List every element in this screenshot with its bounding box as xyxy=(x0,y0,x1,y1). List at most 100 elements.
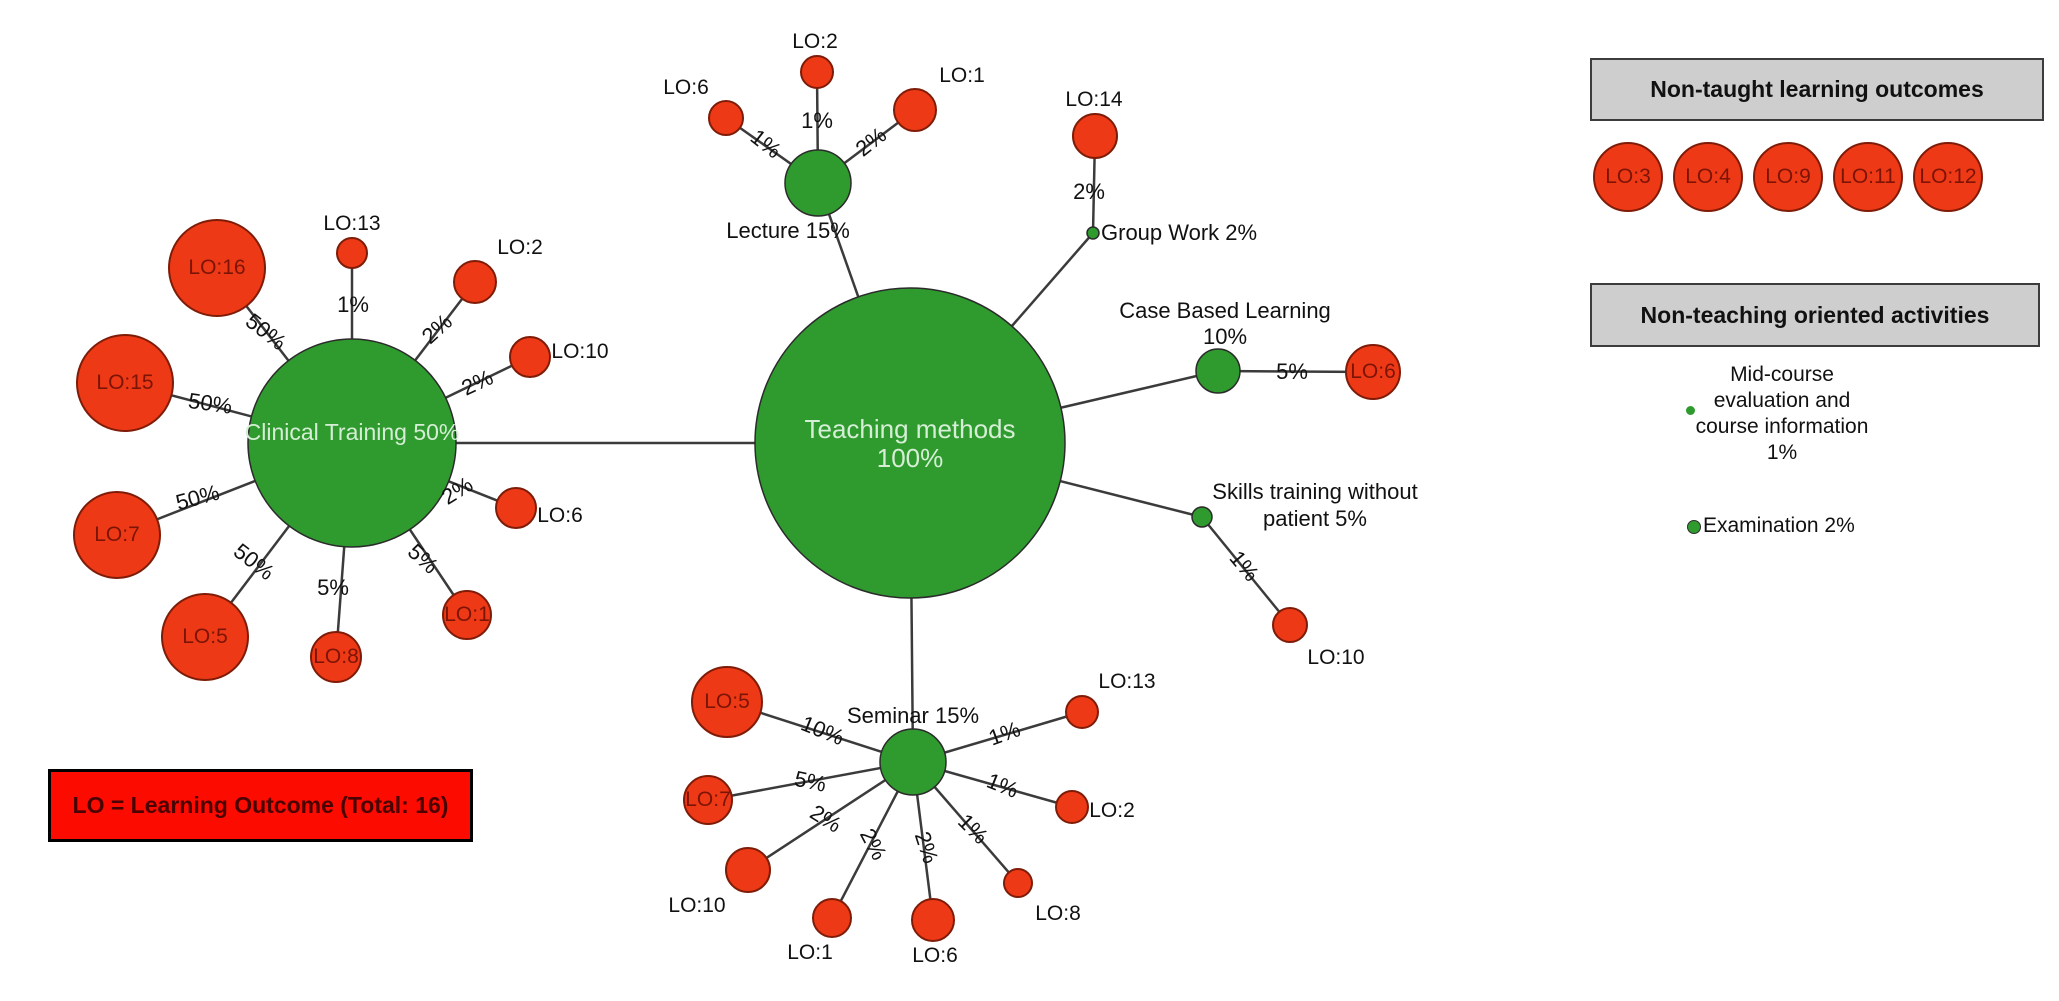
label-skills-training: Skills training without patient 5% xyxy=(1212,479,1417,531)
edge-label-group-work-groupwork-lo14: 2% xyxy=(1073,179,1105,204)
label-skills-lo10: LO:10 xyxy=(1307,646,1364,669)
node-clinical-lo13 xyxy=(336,237,368,269)
legend-lo-circle: LO:11 xyxy=(1833,142,1903,212)
edge-label-clinical-training-clinical-lo16: 50% xyxy=(241,308,291,355)
node-seminar-lo1 xyxy=(812,898,852,938)
edge-label-case-based-learning-cbl-lo6: 5% xyxy=(1276,359,1308,384)
label-clinical-lo13: LO:13 xyxy=(323,212,380,235)
edge-label-seminar-seminar-lo7: 5% xyxy=(792,766,828,797)
midcourse-label-line: evaluation and xyxy=(1713,389,1851,412)
node-lecture xyxy=(784,149,852,217)
edge-label-clinical-training-clinical-lo5: 50% xyxy=(229,538,279,585)
non-teaching-panel: Non-teaching oriented activities xyxy=(1590,283,2040,347)
label-cbl-lo6: LO:6 xyxy=(1350,360,1396,383)
non-taught-lo-list: LO:3 LO:4 LO:9 LO:11 LO:12 xyxy=(1593,142,1983,212)
label-case-based-learning: Case Based Learning 10% xyxy=(1119,298,1331,349)
label-lecture: Lecture 15% xyxy=(726,218,850,243)
label-seminar-lo13: LO:13 xyxy=(1098,670,1155,693)
legend-lo-circle: LO:3 xyxy=(1593,142,1663,212)
node-seminar-lo2 xyxy=(1055,790,1089,824)
node-clinical-lo5 xyxy=(161,593,249,681)
edge-label-seminar-seminar-lo1: 2% xyxy=(855,824,892,864)
label-groupwork-lo14: LO:14 xyxy=(1065,88,1123,111)
edge-label-clinical-training-clinical-lo7: 50% xyxy=(173,480,222,516)
label-teaching-methods: Teaching methods 100% xyxy=(804,414,1015,473)
label-seminar-lo8: LO:8 xyxy=(1035,902,1081,925)
label-clinical-lo1: LO:1 xyxy=(444,603,490,626)
edge-label-seminar-seminar-lo2: 1% xyxy=(983,768,1022,803)
edge-seminar-seminar-lo7 xyxy=(707,760,914,802)
node-seminar-lo5 xyxy=(691,666,763,738)
label-clinical-lo10: LO:10 xyxy=(551,340,608,363)
node-seminar-lo13 xyxy=(1065,695,1099,729)
label-seminar-lo5: LO:5 xyxy=(704,690,750,713)
node-cbl-lo6 xyxy=(1345,344,1401,400)
node-clinical-lo10 xyxy=(509,336,551,378)
node-seminar xyxy=(879,728,947,796)
label-clinical-lo7: LO:7 xyxy=(94,523,140,546)
node-lecture-lo1 xyxy=(893,88,937,132)
node-lecture-lo2 xyxy=(800,55,834,89)
label-seminar-lo10: LO:10 xyxy=(668,894,725,917)
legend-lo-circle: LO:9 xyxy=(1753,142,1823,212)
midcourse-label: Mid-course evaluation and course informati… xyxy=(1662,362,1902,466)
midcourse-dot-icon xyxy=(1686,406,1695,415)
edge-label-clinical-training-clinical-lo13: 1% xyxy=(337,292,369,317)
edge-label-seminar-seminar-lo10: 2% xyxy=(806,800,846,838)
node-clinical-lo7 xyxy=(73,491,161,579)
examination-dot-icon xyxy=(1687,520,1701,534)
label-clinical-lo5: LO:5 xyxy=(182,625,228,648)
node-lecture-lo6 xyxy=(708,100,744,136)
label-clinical-lo8: LO:8 xyxy=(313,645,359,668)
label-lecture-lo1: LO:1 xyxy=(939,64,985,87)
node-seminar-lo8 xyxy=(1003,868,1033,898)
midcourse-label-line: 1% xyxy=(1766,441,1798,464)
edge-label-seminar-seminar-lo5: 10% xyxy=(798,711,848,751)
edge-skills-training-skills-lo10 xyxy=(1201,516,1291,626)
node-clinical-lo15 xyxy=(76,334,174,432)
label-lecture-lo6: LO:6 xyxy=(663,76,709,99)
node-clinical-training xyxy=(247,338,457,548)
lo-total-note-text: LO = Learning Outcome (Total: 16) xyxy=(72,792,449,818)
edge-label-clinical-training-clinical-lo10: 2% xyxy=(458,364,497,400)
non-taught-panel-title: Non-taught learning outcomes xyxy=(1650,76,1984,102)
lo-total-note: LO = Learning Outcome (Total: 16) xyxy=(48,769,473,842)
edge-label-clinical-training-clinical-lo15: 50% xyxy=(187,388,234,419)
label-clinical-lo6: LO:6 xyxy=(537,504,583,527)
node-clinical-lo8 xyxy=(310,631,362,683)
label-seminar-lo7: LO:7 xyxy=(685,788,731,811)
node-skills-lo10 xyxy=(1272,607,1308,643)
non-teaching-panel-title: Non-teaching oriented activities xyxy=(1640,301,1990,328)
node-case-based-learning xyxy=(1195,348,1241,394)
edge-label-seminar-seminar-lo6: 2% xyxy=(910,828,944,866)
label-seminar: Seminar 15% xyxy=(847,703,979,728)
midcourse-label-line: Mid-course xyxy=(1730,363,1834,386)
node-clinical-lo16 xyxy=(168,219,266,317)
node-seminar-lo10 xyxy=(725,847,771,893)
node-seminar-lo6 xyxy=(911,898,955,942)
label-clinical-lo15: LO:15 xyxy=(96,371,153,394)
edge-label-seminar-seminar-lo13: 1% xyxy=(985,716,1023,750)
legend-lo-circle: LO:12 xyxy=(1913,142,1983,212)
node-clinical-lo2 xyxy=(453,260,497,304)
node-group-work xyxy=(1086,226,1100,240)
node-teaching-methods xyxy=(754,287,1066,599)
midcourse-label-line: course information xyxy=(1695,415,1869,438)
edge-label-lecture-lecture-lo1: 2% xyxy=(851,122,891,161)
label-seminar-lo1: LO:1 xyxy=(787,941,833,964)
label-clinical-training: Clinical Training 50% xyxy=(245,419,460,445)
edge-label-lecture-lecture-lo2: 1% xyxy=(801,108,833,133)
edge-label-clinical-training-clinical-lo8: 5% xyxy=(317,575,349,600)
node-groupwork-lo14 xyxy=(1072,113,1118,159)
examination-label: Examination 2% xyxy=(1703,514,1855,537)
label-clinical-lo2: LO:2 xyxy=(497,236,543,259)
node-clinical-lo6 xyxy=(495,487,537,529)
legend-lo-circle: LO:4 xyxy=(1673,142,1743,212)
node-clinical-lo1 xyxy=(442,590,492,640)
label-lecture-lo2: LO:2 xyxy=(792,30,838,53)
node-seminar-lo7 xyxy=(683,775,733,825)
node-skills-training xyxy=(1191,506,1213,528)
label-seminar-lo2: LO:2 xyxy=(1089,799,1135,822)
